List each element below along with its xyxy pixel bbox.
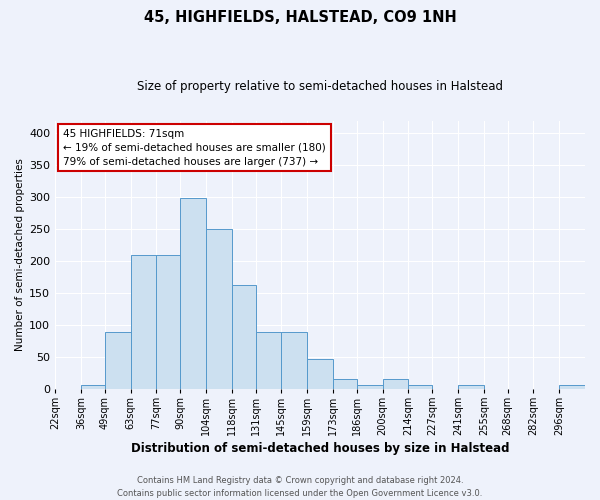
- Bar: [559, 386, 585, 388]
- Bar: [357, 386, 383, 388]
- Bar: [157, 254, 180, 388]
- Bar: [409, 386, 433, 388]
- Bar: [105, 332, 131, 388]
- Bar: [383, 379, 409, 388]
- Bar: [131, 254, 157, 388]
- Text: Contains HM Land Registry data © Crown copyright and database right 2024.
Contai: Contains HM Land Registry data © Crown c…: [118, 476, 482, 498]
- Bar: [206, 229, 232, 388]
- X-axis label: Distribution of semi-detached houses by size in Halstead: Distribution of semi-detached houses by …: [131, 442, 509, 455]
- Bar: [180, 198, 206, 388]
- Bar: [256, 332, 281, 388]
- Bar: [333, 379, 357, 388]
- Text: 45 HIGHFIELDS: 71sqm
← 19% of semi-detached houses are smaller (180)
79% of semi: 45 HIGHFIELDS: 71sqm ← 19% of semi-detac…: [63, 128, 326, 166]
- Bar: [232, 284, 256, 389]
- Y-axis label: Number of semi-detached properties: Number of semi-detached properties: [15, 158, 25, 351]
- Bar: [81, 386, 105, 388]
- Title: Size of property relative to semi-detached houses in Halstead: Size of property relative to semi-detach…: [137, 80, 503, 93]
- Text: 45, HIGHFIELDS, HALSTEAD, CO9 1NH: 45, HIGHFIELDS, HALSTEAD, CO9 1NH: [143, 10, 457, 25]
- Bar: [281, 332, 307, 388]
- Bar: [307, 358, 333, 388]
- Bar: [458, 386, 484, 388]
